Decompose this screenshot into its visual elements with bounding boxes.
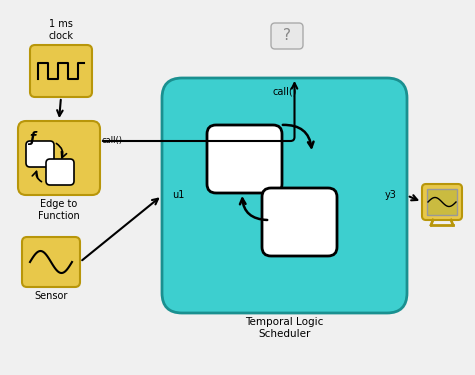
FancyBboxPatch shape [22, 237, 80, 287]
Text: call(): call() [101, 136, 122, 146]
FancyBboxPatch shape [26, 141, 54, 167]
Text: call(): call() [272, 86, 297, 96]
FancyBboxPatch shape [422, 184, 462, 220]
Text: u1: u1 [172, 190, 184, 201]
Text: Sensor: Sensor [34, 291, 67, 301]
Text: Edge to
Function: Edge to Function [38, 199, 80, 220]
Text: ƒ: ƒ [29, 131, 35, 145]
FancyBboxPatch shape [30, 45, 92, 97]
Text: ?: ? [283, 28, 291, 44]
FancyBboxPatch shape [18, 121, 100, 195]
Text: Temporal Logic
Scheduler: Temporal Logic Scheduler [245, 317, 323, 339]
Text: y3: y3 [385, 190, 397, 201]
FancyBboxPatch shape [262, 188, 337, 256]
Bar [427, 189, 457, 215]
FancyBboxPatch shape [162, 78, 407, 313]
Text: 1 ms
clock: 1 ms clock [48, 20, 74, 41]
FancyBboxPatch shape [207, 125, 282, 193]
FancyBboxPatch shape [46, 159, 74, 185]
FancyBboxPatch shape [271, 23, 303, 49]
